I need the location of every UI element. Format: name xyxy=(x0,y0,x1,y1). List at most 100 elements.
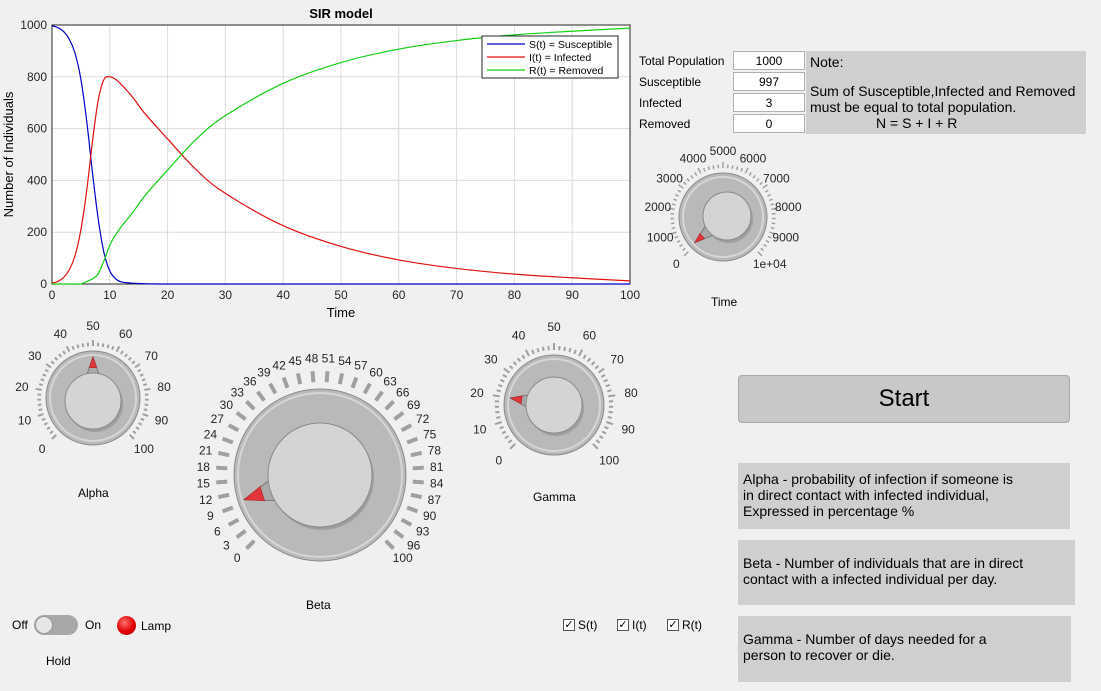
major-tick xyxy=(608,394,616,398)
y-axis-label: Number of Individuals xyxy=(1,91,16,217)
minor-tick xyxy=(607,389,612,393)
start-button[interactable]: Start xyxy=(738,375,1070,423)
susceptible-field[interactable]: 997 xyxy=(733,72,805,91)
knob-tick-label: 0 xyxy=(496,453,503,467)
checkbox-s[interactable]: ✓ S(t) xyxy=(563,618,597,632)
total-population-field[interactable]: 1000 xyxy=(733,51,805,70)
knob-tick-label: 57 xyxy=(354,359,368,373)
major-tick xyxy=(45,363,52,369)
x-tick-label: 80 xyxy=(508,288,522,302)
r-series-line xyxy=(52,27,631,285)
y-tick-label: 1000 xyxy=(20,18,47,32)
infected-label: Infected xyxy=(639,96,682,110)
minor-tick xyxy=(752,174,756,179)
major-tick xyxy=(697,167,702,174)
minor-tick xyxy=(694,172,698,177)
knob-tick-label: 1e+04 xyxy=(753,257,787,271)
knob-indicator xyxy=(509,395,523,405)
minor-tick xyxy=(674,235,679,239)
minor-tick xyxy=(740,167,744,172)
major-tick xyxy=(670,231,677,235)
major-tick xyxy=(400,517,413,527)
knob-tick-label: 54 xyxy=(338,354,352,368)
knob-tick-label: 15 xyxy=(197,477,211,491)
knob-tick-label: 39 xyxy=(257,366,271,380)
knob-tick-label: 70 xyxy=(610,352,624,366)
switch-thumb[interactable] xyxy=(35,616,53,634)
hold-switch[interactable] xyxy=(34,615,78,635)
minor-tick xyxy=(763,243,767,248)
removed-field[interactable]: 0 xyxy=(733,114,805,133)
minor-tick xyxy=(673,198,678,202)
major-tick xyxy=(216,465,228,471)
major-tick xyxy=(235,411,247,421)
knob-ring-highlight xyxy=(49,354,137,442)
minor-tick xyxy=(499,425,504,430)
minor-tick xyxy=(671,203,676,206)
knob-tick-label: 20 xyxy=(470,386,484,400)
minor-tick xyxy=(507,439,513,444)
knob-tick-label: 100 xyxy=(134,442,154,456)
checkbox-s-box[interactable]: ✓ xyxy=(563,619,575,631)
note-box: Note: Sum of Susceptible,Infected and Re… xyxy=(806,51,1086,134)
checkbox-i[interactable]: ✓ I(t) xyxy=(617,618,647,632)
knob-indicator xyxy=(243,486,266,502)
knob-tick-label: 7000 xyxy=(763,171,790,185)
lamp-indicator xyxy=(117,616,136,635)
knob-tick-label: 70 xyxy=(145,349,159,363)
chart-title: SIR model xyxy=(309,6,373,21)
minor-tick xyxy=(495,410,500,414)
major-tick xyxy=(384,539,395,550)
minor-tick xyxy=(43,422,48,426)
knob-tick-label: 72 xyxy=(416,412,430,426)
alpha-knob[interactable]: 0 10 20 30 40 50 60 70 80 90 100 xyxy=(8,318,180,474)
knob-tick-label: 30 xyxy=(28,349,42,363)
knob-tick-label: 87 xyxy=(428,493,442,507)
knob-tick-label: 40 xyxy=(512,329,526,343)
time-knob-label: Time xyxy=(711,295,738,309)
knob-indicator xyxy=(88,356,98,368)
knob-tick-label: 27 xyxy=(211,412,225,426)
minor-tick xyxy=(76,344,80,349)
major-tick xyxy=(129,434,135,440)
y-tick-label: 0 xyxy=(40,277,47,291)
minor-tick xyxy=(50,360,55,365)
y-tick-label: 400 xyxy=(27,173,47,187)
minor-tick xyxy=(38,408,43,412)
x-tick-label: 20 xyxy=(161,288,175,302)
beta-info-box: Beta - Number of individuals that are in… xyxy=(738,540,1075,605)
sir-chart: 0 10 20 30 40 50 60 70 80 90 10002004006008001000S… xyxy=(1,6,640,320)
gamma-info-line: person to recover or die. xyxy=(743,647,895,663)
minor-tick xyxy=(536,347,540,353)
minor-tick xyxy=(598,435,604,440)
y-tick-label: 600 xyxy=(27,122,47,136)
gamma-info-line: Gamma - Number of days needed for a xyxy=(743,631,987,647)
gamma-knob[interactable]: 0 10 20 30 40 50 60 70 80 90 100 xyxy=(464,320,644,482)
knob-tick-label: 60 xyxy=(119,327,133,341)
major-tick xyxy=(678,184,684,189)
minor-tick xyxy=(595,439,601,444)
knob-ring-highlight xyxy=(507,358,601,452)
knob-cap xyxy=(525,376,583,434)
knob-tick-label: 45 xyxy=(288,354,302,368)
knob-cap xyxy=(702,191,752,241)
checkbox-i-box[interactable]: ✓ xyxy=(617,619,629,631)
minor-tick xyxy=(590,361,596,366)
y-tick-label: 200 xyxy=(27,225,47,239)
infected-field[interactable]: 3 xyxy=(733,93,805,112)
minor-tick xyxy=(594,365,600,370)
minor-tick xyxy=(760,247,765,252)
major-tick xyxy=(771,207,778,211)
minor-tick xyxy=(603,378,608,383)
major-tick xyxy=(578,349,584,357)
minor-tick xyxy=(46,426,51,431)
x-tick-label: 90 xyxy=(566,288,580,302)
major-tick xyxy=(245,539,256,550)
checkbox-r[interactable]: ✓ R(t) xyxy=(667,618,702,632)
minor-tick xyxy=(681,247,686,252)
knob-tick-label: 66 xyxy=(396,385,410,399)
major-tick xyxy=(524,349,530,357)
checkbox-r-box[interactable]: ✓ xyxy=(667,619,679,631)
